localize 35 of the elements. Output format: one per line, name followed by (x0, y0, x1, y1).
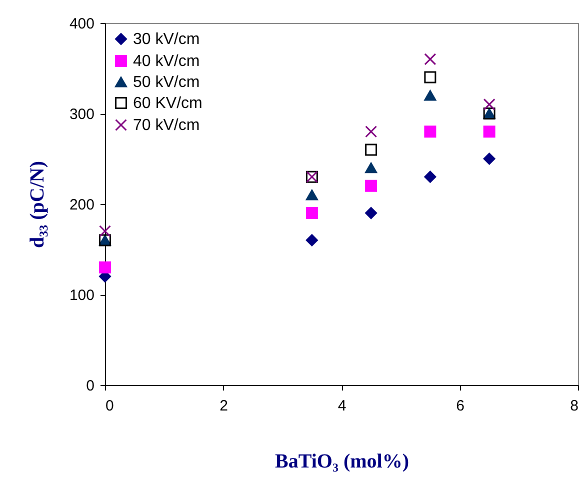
y-tick-label: 400 (69, 16, 94, 32)
y-tick-label: 300 (69, 106, 94, 123)
legend-label: 60 KV/cm (133, 95, 202, 112)
x-tick-label: 2 (220, 398, 228, 414)
x-tick-label: 4 (338, 398, 346, 414)
y-tick-label: 0 (86, 378, 94, 394)
point (424, 53, 436, 66)
point (424, 170, 436, 183)
point (483, 98, 496, 110)
point (306, 190, 318, 200)
point (99, 261, 111, 274)
point (365, 126, 378, 138)
x-tick-label: 6 (456, 398, 464, 414)
point (424, 126, 436, 138)
point (306, 207, 318, 220)
point (424, 90, 436, 101)
point (365, 207, 378, 220)
point (365, 180, 378, 192)
y-axis-title: d₃₃ (pC/N) (26, 160, 48, 248)
x-tick-label: 8 (570, 398, 578, 414)
y-tick-label: 200 (69, 196, 94, 214)
point (365, 162, 378, 174)
legend-label: 50 kV/cm (133, 74, 200, 91)
legend-label: 40 kV/cm (133, 53, 200, 70)
point (365, 144, 378, 156)
point (483, 152, 496, 165)
point (483, 126, 496, 138)
point (306, 234, 318, 246)
y-tick-label: 100 (69, 287, 94, 304)
x-axis-title: BaTiO₃ (mol%) (275, 450, 409, 472)
point (99, 225, 111, 238)
point (424, 71, 436, 84)
x-tick-label: 0 (106, 398, 114, 414)
legend-label: 30 kV/cm (133, 31, 200, 48)
legend-label: 70 kV/cm (133, 117, 200, 134)
